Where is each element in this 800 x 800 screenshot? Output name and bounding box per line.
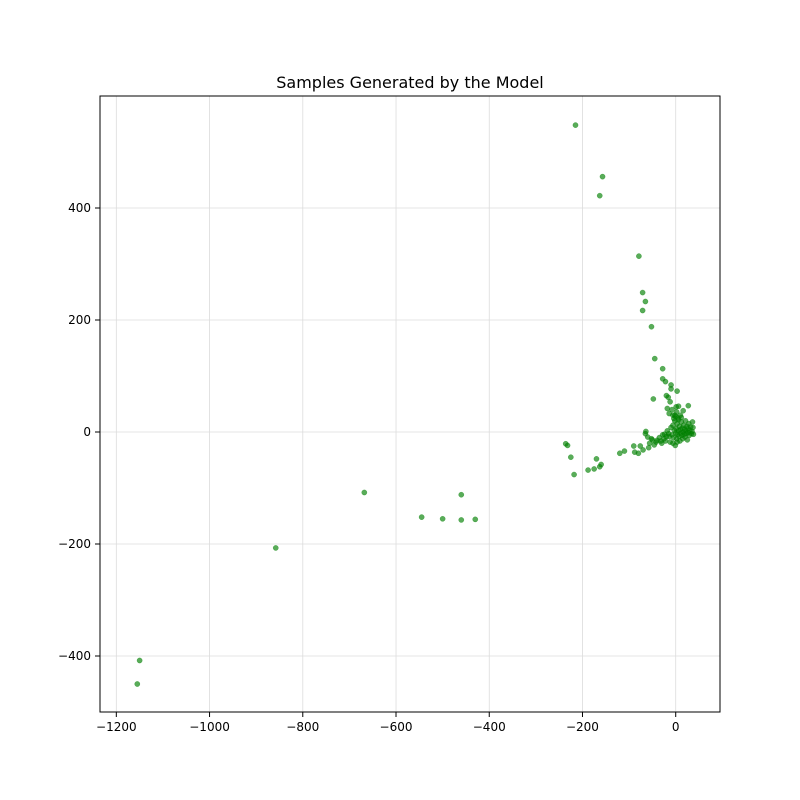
data-point <box>689 419 696 425</box>
data-point <box>674 388 680 394</box>
y-tick-label: −200 <box>58 537 91 551</box>
grid-lines <box>100 96 720 712</box>
data-point <box>659 365 666 372</box>
data-point <box>596 192 603 199</box>
data-point <box>666 433 672 440</box>
data-point <box>418 514 425 520</box>
data-point <box>642 298 649 305</box>
data-point <box>669 406 675 413</box>
data-point <box>668 386 674 392</box>
data-point <box>599 173 606 180</box>
data-point <box>653 439 659 445</box>
plot-area-frame <box>99 95 721 713</box>
x-tick-label: −400 <box>473 720 506 734</box>
data-point <box>458 517 465 523</box>
data-point <box>439 516 446 522</box>
x-tick-label: 0 <box>672 720 680 734</box>
data-point <box>643 428 649 435</box>
data-point <box>675 403 682 410</box>
data-point <box>689 428 695 435</box>
data-point <box>659 375 666 382</box>
data-point <box>645 444 652 451</box>
data-point <box>572 122 579 128</box>
data-point <box>361 489 368 496</box>
y-tick-label: 400 <box>68 201 91 215</box>
y-tick-label: 200 <box>68 313 91 327</box>
data-point <box>661 431 668 438</box>
x-tick-label: −1000 <box>189 720 230 734</box>
data-point <box>680 407 686 414</box>
data-point <box>593 456 600 462</box>
data-point <box>639 289 646 296</box>
data-point <box>685 402 692 409</box>
data-point <box>136 657 143 664</box>
data-point <box>564 442 571 449</box>
data-point <box>630 443 637 449</box>
x-tick-label: −800 <box>286 720 319 734</box>
x-tick-label: −600 <box>380 720 413 734</box>
data-point <box>621 448 628 454</box>
data-point <box>571 471 577 478</box>
data-point <box>472 516 479 523</box>
x-tick-label: −1200 <box>96 720 137 734</box>
y-axis: −400 −200 0 200 400 <box>58 201 100 663</box>
data-point <box>585 467 591 473</box>
data-point <box>591 466 597 472</box>
data-point <box>650 396 657 402</box>
data-point <box>667 398 673 405</box>
data-point <box>616 450 623 457</box>
data-point <box>598 461 604 468</box>
data-point <box>639 307 646 314</box>
chart-title: Samples Generated by the Model <box>276 73 543 92</box>
data-point <box>640 447 646 453</box>
data-point <box>635 450 642 457</box>
data-point <box>674 439 680 445</box>
data-point <box>651 355 658 362</box>
data-point <box>648 435 655 442</box>
y-tick-label: −400 <box>58 649 91 663</box>
x-axis: −1200 −1000 −800 −600 −400 −200 0 <box>96 712 680 734</box>
data-point <box>637 443 644 449</box>
data-point <box>648 323 655 330</box>
data-point <box>458 491 465 498</box>
data-point <box>664 405 671 412</box>
x-tick-label: −200 <box>566 720 599 734</box>
data-points <box>134 122 697 687</box>
data-point <box>636 253 642 259</box>
y-tick-label: 0 <box>83 425 91 439</box>
data-point <box>658 438 664 444</box>
data-point <box>678 414 685 421</box>
data-point <box>568 454 574 461</box>
data-point <box>272 545 279 551</box>
data-point <box>134 681 141 687</box>
data-point <box>662 438 669 444</box>
